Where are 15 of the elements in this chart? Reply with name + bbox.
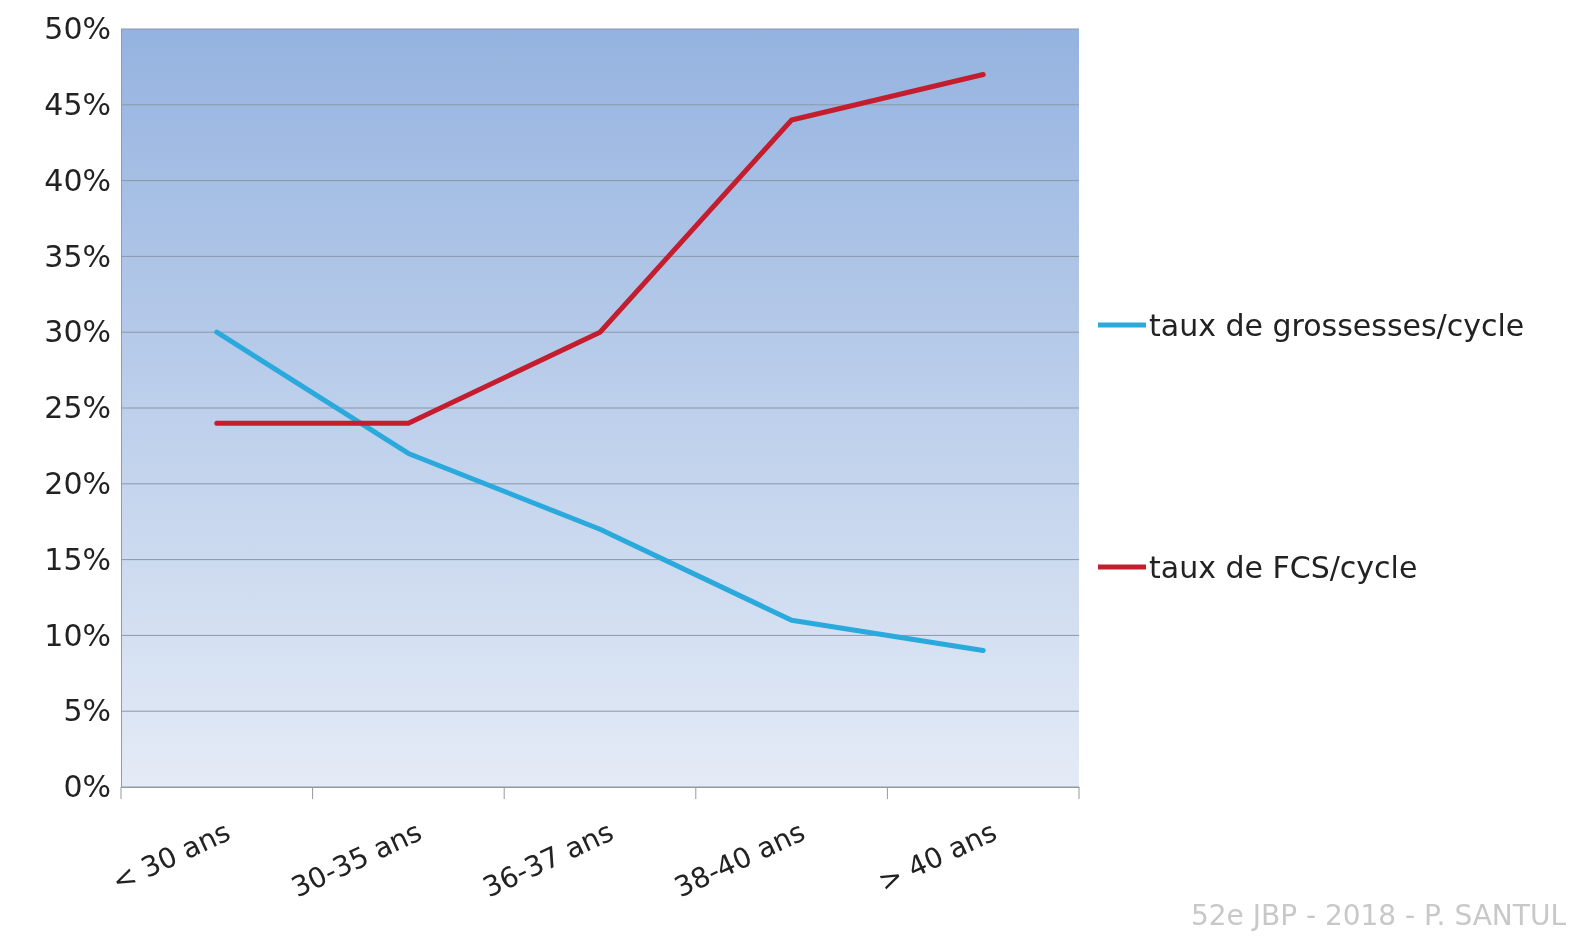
y-tick-label: 20% [44, 465, 111, 501]
y-tick-label: 50% [44, 11, 111, 47]
y-tick-label: 10% [44, 617, 111, 653]
legend-label: taux de FCS/cycle [1149, 549, 1418, 585]
y-tick-label: 35% [44, 238, 111, 274]
y-tick-label: 30% [44, 314, 111, 350]
y-tick-label: 5% [63, 693, 111, 729]
y-tick-label: 40% [44, 162, 111, 198]
y-tick-label: 25% [44, 390, 111, 426]
x-tick-label: < 30 ans [106, 815, 236, 899]
legend-label: taux de grossesses/cycle [1149, 307, 1525, 343]
y-tick-label: 45% [44, 86, 111, 122]
y-tick-label: 15% [44, 541, 111, 577]
y-tick-label: 0% [63, 769, 111, 805]
x-tick-label: > 40 ans [873, 815, 1002, 899]
